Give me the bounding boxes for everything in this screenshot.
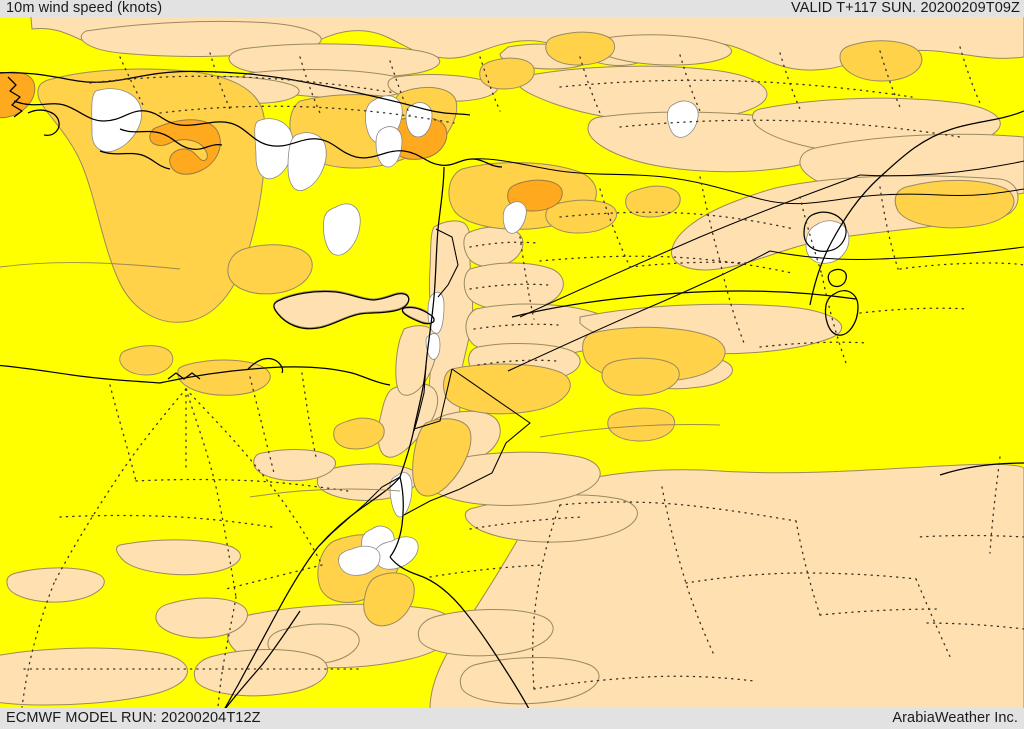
model-run-label: ECMWF MODEL RUN: 20200204T12Z (6, 710, 261, 726)
header-bar: 10m wind speed (knots) VALID T+117 SUN. … (0, 0, 1024, 17)
contour-line-group (0, 262, 721, 498)
political-border-group (317, 158, 1024, 548)
page-title: 10m wind speed (knots) (6, 0, 163, 16)
admin-border-group (21, 46, 1024, 708)
map-canvas[interactable] (0, 17, 1024, 708)
attribution-label: ArabiaWeather Inc. (892, 710, 1018, 726)
wind-speed-contour-map[interactable] (0, 17, 1024, 708)
band-white-group (91, 88, 850, 576)
footer-bar: ECMWF MODEL RUN: 20200204T12Z ArabiaWeat… (0, 708, 1024, 729)
valid-time-label: VALID T+117 SUN. 20200209T09Z (791, 0, 1020, 16)
coastline-group (0, 70, 1024, 708)
